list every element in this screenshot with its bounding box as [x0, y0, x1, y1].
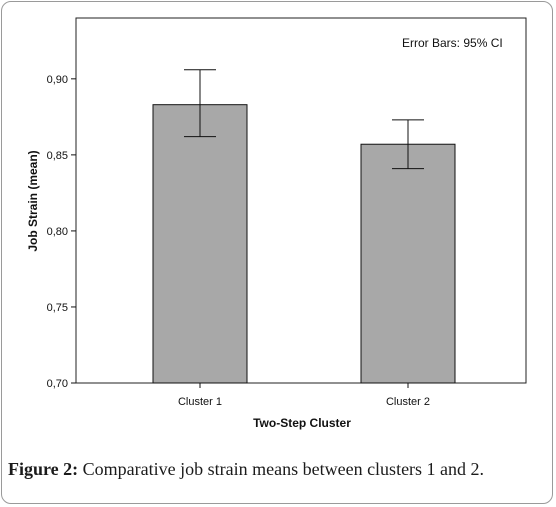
figure-caption: Figure 2: Comparative job strain means b…	[8, 459, 548, 480]
caption-label: Figure 2:	[8, 459, 79, 479]
y-tick-label-3: 0,80	[47, 226, 68, 238]
x-axis-title: Two-Step Cluster	[253, 416, 351, 430]
plot-area	[75, 17, 527, 384]
y-axis-ticks: 0,70 0,75 0,80 0,85 0,90	[47, 74, 76, 390]
x-tick-label-2: Cluster 2	[386, 396, 430, 408]
error-bars-group	[184, 69, 424, 170]
caption-text: Comparative job strain means between clu…	[82, 459, 485, 479]
y-tick-label-1: 0,70	[47, 378, 68, 390]
y-tick-label-5: 0,90	[47, 74, 68, 86]
error-bars-note: Error Bars: 95% CI	[402, 36, 503, 50]
y-tick-label-4: 0,85	[47, 150, 68, 162]
y-axis-title: Job Strain (mean)	[26, 150, 40, 251]
x-axis-ticks: Cluster 1 Cluster 2	[178, 383, 430, 408]
x-tick-label-1: Cluster 1	[178, 396, 222, 408]
bar-1	[152, 104, 248, 384]
y-tick-label-2: 0,75	[47, 302, 68, 314]
bar-2	[360, 143, 456, 384]
